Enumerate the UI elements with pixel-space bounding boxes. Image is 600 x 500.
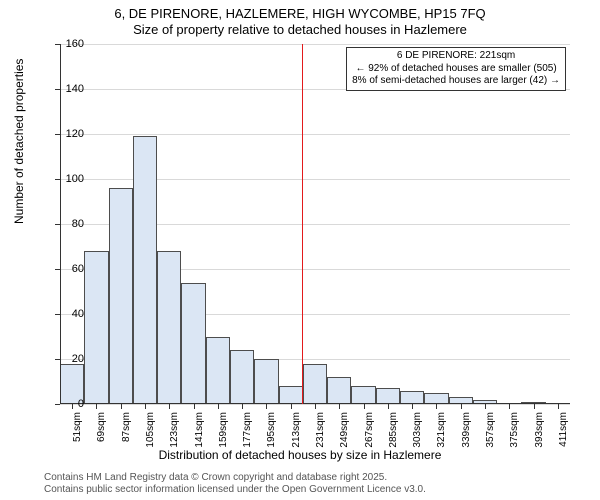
y-tick-label: 120 bbox=[54, 128, 84, 140]
annotation-box: 6 DE PIRENORE: 221sqm← 92% of detached h… bbox=[346, 47, 566, 91]
y-tick-label: 0 bbox=[54, 398, 84, 410]
x-tick-label: 105sqm bbox=[145, 412, 156, 452]
x-tick-label: 267sqm bbox=[364, 412, 375, 452]
y-axis-label: Number of detached properties bbox=[12, 59, 26, 224]
reference-line bbox=[302, 44, 303, 404]
x-tick-label: 159sqm bbox=[218, 412, 229, 452]
x-axis-label: Distribution of detached houses by size … bbox=[0, 448, 600, 462]
x-tick-label: 285sqm bbox=[388, 412, 399, 452]
y-tick-label: 60 bbox=[54, 263, 84, 275]
x-tick bbox=[412, 404, 413, 409]
histogram-bar bbox=[109, 188, 133, 404]
x-tick-label: 321sqm bbox=[436, 412, 447, 452]
x-tick-label: 123sqm bbox=[169, 412, 180, 452]
x-tick bbox=[194, 404, 195, 409]
x-tick bbox=[534, 404, 535, 409]
x-tick bbox=[364, 404, 365, 409]
histogram-bar bbox=[279, 386, 303, 404]
x-tick bbox=[242, 404, 243, 409]
histogram-bar bbox=[254, 359, 278, 404]
x-tick bbox=[558, 404, 559, 409]
y-tick-label: 40 bbox=[54, 308, 84, 320]
x-tick bbox=[291, 404, 292, 409]
x-tick-label: 375sqm bbox=[509, 412, 520, 452]
histogram-bar bbox=[181, 283, 205, 405]
x-tick-label: 195sqm bbox=[266, 412, 277, 452]
x-tick bbox=[145, 404, 146, 409]
x-tick bbox=[169, 404, 170, 409]
footer-line-1: Contains HM Land Registry data © Crown c… bbox=[44, 472, 426, 484]
x-tick-label: 177sqm bbox=[242, 412, 253, 452]
histogram-bar bbox=[376, 388, 400, 404]
annotation-line-3: 8% of semi-detached houses are larger (4… bbox=[352, 75, 560, 88]
gridline bbox=[60, 134, 570, 135]
y-tick-label: 20 bbox=[54, 353, 84, 365]
x-tick-label: 141sqm bbox=[194, 412, 205, 452]
histogram-bar bbox=[303, 364, 327, 405]
x-tick-label: 303sqm bbox=[412, 412, 423, 452]
x-tick-label: 249sqm bbox=[339, 412, 350, 452]
x-tick-label: 51sqm bbox=[72, 412, 83, 452]
histogram-bar bbox=[400, 391, 424, 405]
chart-container: 6, DE PIRENORE, HAZLEMERE, HIGH WYCOMBE,… bbox=[0, 0, 600, 500]
histogram-bar bbox=[157, 251, 181, 404]
gridline bbox=[60, 44, 570, 45]
x-tick-label: 231sqm bbox=[315, 412, 326, 452]
x-tick-label: 357sqm bbox=[485, 412, 496, 452]
title-line-2: Size of property relative to detached ho… bbox=[0, 22, 600, 38]
x-tick-label: 411sqm bbox=[558, 412, 569, 452]
x-tick bbox=[218, 404, 219, 409]
y-tick-label: 80 bbox=[54, 218, 84, 230]
x-tick bbox=[339, 404, 340, 409]
annotation-line-1: 6 DE PIRENORE: 221sqm bbox=[352, 50, 560, 63]
histogram-bar bbox=[327, 377, 351, 404]
annotation-line-2: ← 92% of detached houses are smaller (50… bbox=[352, 63, 560, 76]
x-tick bbox=[485, 404, 486, 409]
plot-area: 6 DE PIRENORE: 221sqm← 92% of detached h… bbox=[60, 44, 570, 404]
footer: Contains HM Land Registry data © Crown c… bbox=[44, 472, 426, 496]
x-tick bbox=[121, 404, 122, 409]
x-tick-label: 339sqm bbox=[461, 412, 472, 452]
title-line-1: 6, DE PIRENORE, HAZLEMERE, HIGH WYCOMBE,… bbox=[0, 6, 600, 22]
x-tick bbox=[266, 404, 267, 409]
x-tick-label: 69sqm bbox=[96, 412, 107, 452]
footer-line-2: Contains public sector information licen… bbox=[44, 484, 426, 496]
histogram-bar bbox=[133, 136, 157, 404]
x-tick bbox=[436, 404, 437, 409]
x-tick bbox=[388, 404, 389, 409]
x-tick bbox=[461, 404, 462, 409]
x-tick-label: 393sqm bbox=[534, 412, 545, 452]
x-tick-label: 87sqm bbox=[121, 412, 132, 452]
x-tick bbox=[96, 404, 97, 409]
x-tick bbox=[509, 404, 510, 409]
histogram-bar bbox=[206, 337, 230, 405]
title-block: 6, DE PIRENORE, HAZLEMERE, HIGH WYCOMBE,… bbox=[0, 0, 600, 39]
x-tick-label: 213sqm bbox=[291, 412, 302, 452]
histogram-bar bbox=[351, 386, 375, 404]
y-tick-label: 100 bbox=[54, 173, 84, 185]
x-tick bbox=[315, 404, 316, 409]
histogram-bar bbox=[84, 251, 108, 404]
y-tick-label: 140 bbox=[54, 83, 84, 95]
y-tick-label: 160 bbox=[54, 38, 84, 50]
histogram-bar bbox=[230, 350, 254, 404]
